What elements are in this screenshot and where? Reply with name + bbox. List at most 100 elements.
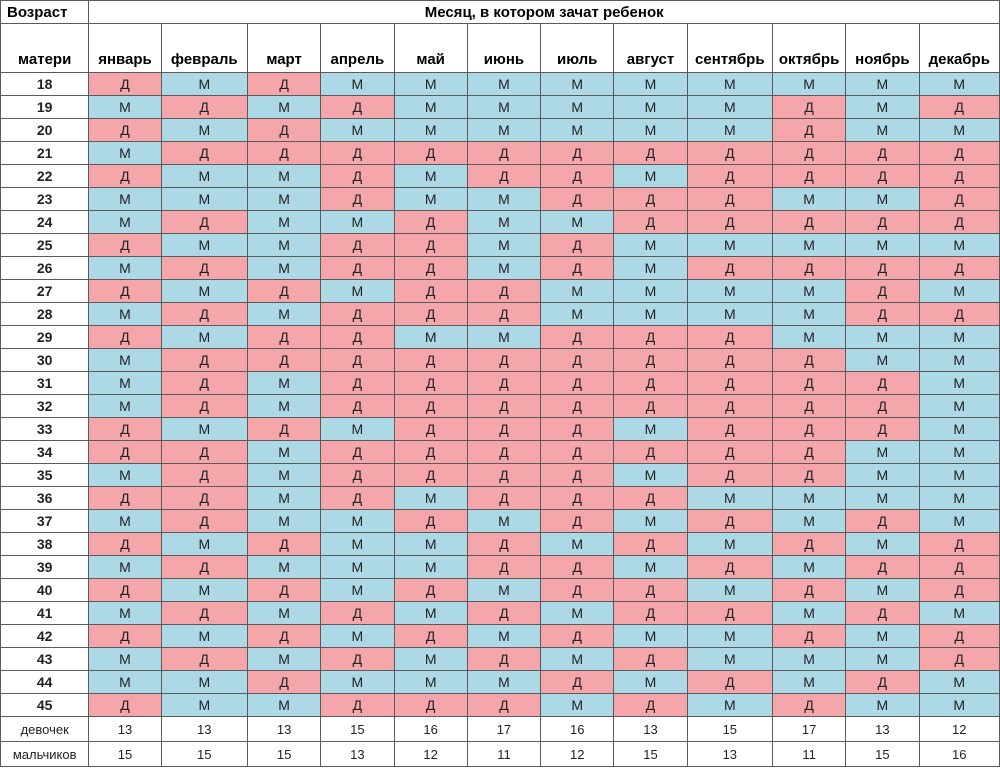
summary-count: 13 [88, 716, 162, 742]
gender-cell: М [686, 624, 773, 648]
gender-cell: Д [320, 325, 395, 349]
gender-cell: Д [771, 371, 847, 395]
gender-cell: Д [918, 164, 1000, 188]
gender-cell: М [613, 463, 688, 487]
age-cell: 19 [0, 95, 90, 119]
gender-cell: М [160, 693, 248, 717]
table-row: 21 М Д Д Д Д Д Д Д Д Д Д Д [0, 141, 1000, 165]
gender-cell: М [160, 325, 248, 349]
gender-cell: Д [771, 394, 847, 418]
gender-cell: М [613, 233, 688, 257]
gender-cell: Д [246, 624, 322, 648]
gender-cell: М [918, 72, 1000, 96]
summary-row: девочек 13 13 13 15 16 17 16 13 15 17 13 12 [0, 716, 1000, 742]
gender-cell: Д [246, 348, 322, 372]
summary-count: 15 [246, 741, 322, 767]
gender-cell: М [686, 532, 773, 556]
month-header: август [613, 23, 688, 73]
summary-count: 17 [771, 716, 847, 742]
gender-cell: М [845, 578, 920, 602]
gender-cell: М [320, 509, 395, 533]
gender-cell: Д [845, 394, 920, 418]
age-cell: 23 [0, 187, 90, 211]
age-cell: 45 [0, 693, 90, 717]
month-header: март [246, 23, 322, 73]
gender-cell: Д [845, 302, 920, 326]
gender-cell: Д [845, 371, 920, 395]
gender-cell: Д [540, 256, 615, 280]
gender-cell: М [393, 555, 468, 579]
gender-cell: М [540, 118, 615, 142]
gender-cell: М [320, 555, 395, 579]
age-cell: 29 [0, 325, 90, 349]
gender-cell: М [918, 463, 1000, 487]
summary-count: 13 [246, 716, 322, 742]
gender-cell: М [466, 578, 542, 602]
gender-cell: Д [771, 578, 847, 602]
summary-count: 13 [320, 741, 395, 767]
summary-count: 11 [771, 741, 847, 767]
gender-cell: Д [160, 555, 248, 579]
gender-cell: Д [686, 509, 773, 533]
gender-cell: Д [613, 601, 688, 625]
gender-cell: Д [393, 509, 468, 533]
gender-cell: Д [466, 141, 542, 165]
month-header: февраль [160, 23, 248, 73]
gender-cell: М [246, 371, 322, 395]
table-row: 35 М Д М Д Д Д Д М Д Д М М [0, 463, 1000, 487]
age-cell: 44 [0, 670, 90, 694]
gender-cell: Д [466, 555, 542, 579]
summary-count: 16 [540, 716, 615, 742]
gender-cell: Д [88, 118, 162, 142]
gender-cell: Д [393, 440, 468, 464]
gender-cell: М [686, 302, 773, 326]
gender-cell: Д [845, 509, 920, 533]
gender-cell: Д [613, 647, 688, 671]
table-row: 31 М Д М Д Д Д Д Д Д Д Д М [0, 371, 1000, 395]
gender-cell: М [88, 210, 162, 234]
gender-cell: М [393, 670, 468, 694]
gender-cell: Д [918, 578, 1000, 602]
gender-cell: М [771, 555, 847, 579]
gender-cell: М [320, 670, 395, 694]
gender-cell: Д [918, 532, 1000, 556]
table-row: 29 Д М Д Д М М Д Д Д М М М [0, 325, 1000, 349]
gender-cell: Д [845, 141, 920, 165]
gender-cell: М [320, 417, 395, 441]
age-cell: 33 [0, 417, 90, 441]
gender-cell: Д [613, 325, 688, 349]
gender-cell: Д [246, 325, 322, 349]
gender-cell: Д [393, 578, 468, 602]
gender-cell: М [88, 509, 162, 533]
age-cell: 38 [0, 532, 90, 556]
gender-cell: Д [88, 325, 162, 349]
gender-cell: Д [393, 371, 468, 395]
gender-cell: Д [613, 210, 688, 234]
gender-cell: Д [466, 440, 542, 464]
gender-cell: М [320, 118, 395, 142]
gender-cell: М [540, 532, 615, 556]
gender-cell: Д [246, 72, 322, 96]
gender-cell: М [320, 532, 395, 556]
gender-cell: М [613, 256, 688, 280]
gender-cell: Д [320, 164, 395, 188]
gender-cell: М [160, 233, 248, 257]
month-header: май [393, 23, 468, 73]
gender-cell: М [540, 601, 615, 625]
gender-cell: Д [845, 164, 920, 188]
age-cell: 25 [0, 233, 90, 257]
summary-label: девочек [0, 716, 90, 742]
table-row: 32 М Д М Д Д Д Д Д Д Д Д М [0, 394, 1000, 418]
gender-cell: М [845, 647, 920, 671]
gender-cell: Д [540, 486, 615, 510]
gender-cell: Д [88, 164, 162, 188]
gender-cell: М [918, 394, 1000, 418]
gender-cell: Д [88, 624, 162, 648]
gender-cell: Д [771, 256, 847, 280]
gender-cell: М [88, 371, 162, 395]
summary-count: 16 [393, 716, 468, 742]
age-header-top: Возраст [0, 0, 90, 24]
gender-cell: М [393, 187, 468, 211]
gender-cell: М [918, 348, 1000, 372]
gender-cell: М [918, 279, 1000, 303]
